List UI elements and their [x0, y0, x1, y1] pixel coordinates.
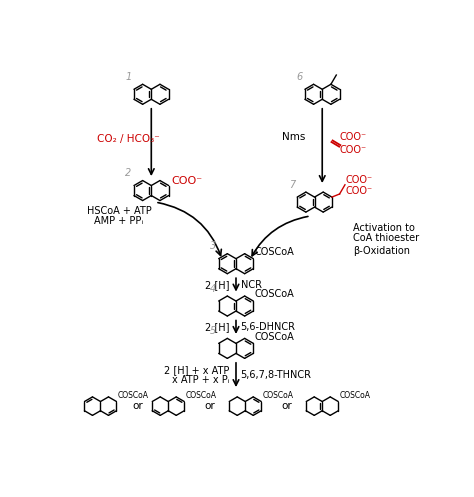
- Text: or: or: [282, 401, 292, 411]
- Text: Nms: Nms: [282, 133, 305, 143]
- Text: NCR: NCR: [241, 280, 262, 290]
- Text: COSCoA: COSCoA: [340, 392, 371, 401]
- Text: or: or: [132, 401, 143, 411]
- Text: β-Oxidation: β-Oxidation: [353, 247, 410, 256]
- Text: 5,6-DHNCR: 5,6-DHNCR: [241, 322, 296, 332]
- Text: CoA thioester: CoA thioester: [353, 234, 419, 244]
- Text: COSCoA: COSCoA: [255, 247, 295, 257]
- Text: 2 [H]: 2 [H]: [205, 280, 230, 290]
- Text: 2: 2: [126, 168, 132, 178]
- Text: or: or: [204, 401, 215, 411]
- Text: 7: 7: [289, 180, 295, 190]
- Text: CO₂ / HCO₃⁻: CO₂ / HCO₃⁻: [97, 134, 160, 144]
- Text: 5,6,7,8-THNCR: 5,6,7,8-THNCR: [241, 370, 311, 380]
- Text: COO⁻: COO⁻: [339, 132, 366, 143]
- Text: HSCoA + ATP: HSCoA + ATP: [87, 206, 151, 216]
- Text: Activation to: Activation to: [353, 223, 415, 234]
- Text: 3: 3: [210, 242, 216, 251]
- Text: COO⁻: COO⁻: [346, 186, 373, 196]
- Text: 2 [H] + x ATP: 2 [H] + x ATP: [164, 365, 230, 375]
- Text: COSCoA: COSCoA: [186, 392, 217, 401]
- Text: COSCoA: COSCoA: [118, 392, 149, 401]
- Text: x ATP + x Pᵢ: x ATP + x Pᵢ: [172, 375, 230, 385]
- Text: COSCoA: COSCoA: [255, 331, 295, 341]
- Text: COO⁻: COO⁻: [339, 145, 366, 155]
- Text: 5: 5: [210, 326, 216, 336]
- Text: COO⁻: COO⁻: [171, 176, 202, 186]
- Text: 1: 1: [126, 72, 132, 82]
- Text: 6: 6: [296, 72, 302, 82]
- Text: AMP + PPᵢ: AMP + PPᵢ: [94, 216, 144, 227]
- Text: COO⁻: COO⁻: [346, 175, 373, 185]
- Text: 2 [H]: 2 [H]: [205, 322, 230, 332]
- Text: COSCoA: COSCoA: [255, 289, 295, 299]
- Text: 4: 4: [210, 284, 216, 294]
- Text: COSCoA: COSCoA: [263, 392, 294, 401]
